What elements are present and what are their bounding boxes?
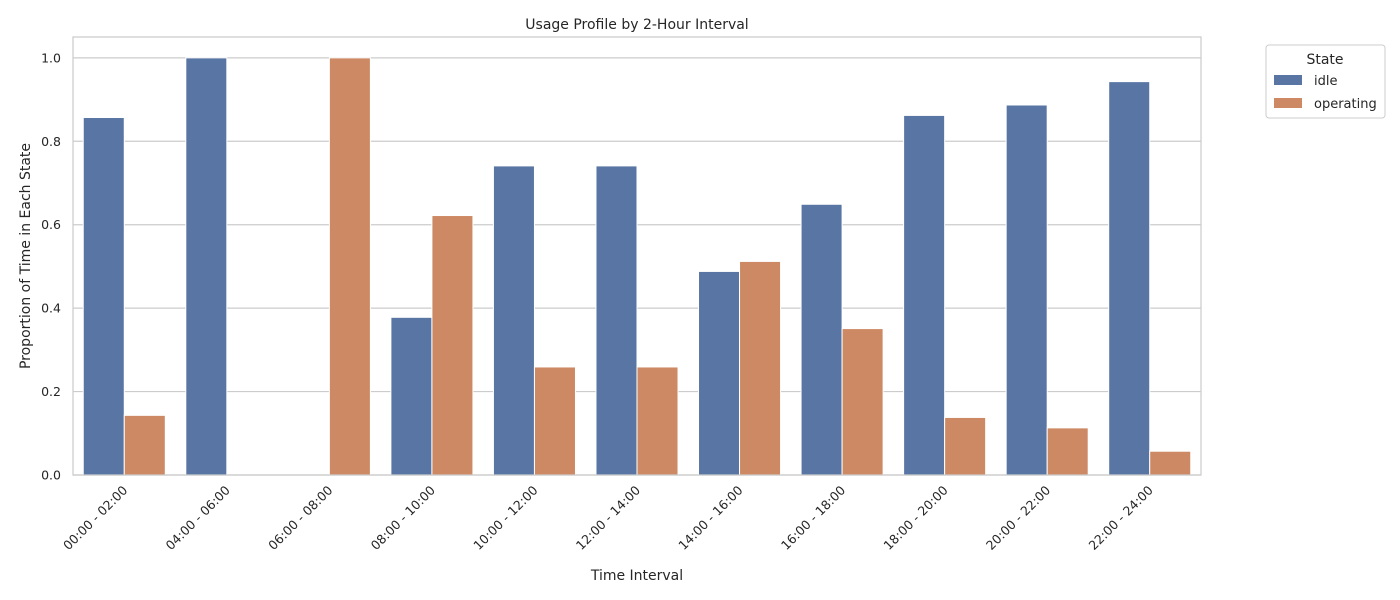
x-tick-label: 18:00 - 20:00 xyxy=(880,482,950,552)
x-tick-label: 00:00 - 02:00 xyxy=(60,482,130,552)
y-tick-label: 0.2 xyxy=(41,384,61,399)
legend-swatch-operating xyxy=(1274,98,1302,108)
x-tick-label: 06:00 - 08:00 xyxy=(265,482,335,552)
bar-operating xyxy=(841,328,884,476)
bar-idle xyxy=(185,57,228,476)
y-axis-label: Proportion of Time in Each State xyxy=(18,143,34,369)
legend-title: State xyxy=(1306,52,1343,68)
x-tick-label: 12:00 - 14:00 xyxy=(573,482,643,552)
x-axis-ticks: 00:00 - 02:00 04:00 - 06:00 06:00 - 08:00 0… xyxy=(60,482,1156,552)
x-tick-label: 04:00 - 06:00 xyxy=(163,482,233,552)
bar-idle xyxy=(800,203,843,476)
bars xyxy=(82,57,1192,476)
bar-idle xyxy=(492,165,535,476)
chart-title: Usage Profile by 2-Hour Interval xyxy=(525,17,748,33)
bar-operating xyxy=(944,416,987,476)
y-tick-label: 0.0 xyxy=(41,468,61,483)
bar-idle xyxy=(82,117,125,476)
bar-operating xyxy=(533,366,576,476)
bar-operating xyxy=(739,260,782,476)
bar-idle xyxy=(390,316,433,476)
x-tick-label: 14:00 - 16:00 xyxy=(675,482,745,552)
y-axis-ticks: 0.0 0.2 0.4 0.6 0.8 1.0 xyxy=(41,50,61,482)
bar-idle xyxy=(595,165,638,476)
x-tick-label: 16:00 - 18:00 xyxy=(778,482,848,552)
y-tick-label: 0.4 xyxy=(41,301,61,316)
bar-operating xyxy=(123,414,166,476)
bar-idle xyxy=(1005,104,1048,476)
x-tick-label: 10:00 - 12:00 xyxy=(470,482,540,552)
legend-swatch-idle xyxy=(1274,75,1302,85)
bar-idle xyxy=(698,270,741,476)
y-tick-label: 1.0 xyxy=(41,50,61,65)
bar-idle xyxy=(903,114,946,476)
legend-label-idle: idle xyxy=(1314,74,1337,89)
y-tick-label: 0.8 xyxy=(41,134,61,149)
plot-frame xyxy=(72,36,1202,476)
x-axis-label: Time Interval xyxy=(590,568,683,584)
x-tick-label: 08:00 - 10:00 xyxy=(368,482,438,552)
bar-operating xyxy=(1149,450,1192,476)
bar-operating xyxy=(431,215,474,476)
bar-operating xyxy=(636,366,679,476)
bar-operating xyxy=(328,57,371,476)
bar-operating xyxy=(1046,427,1089,476)
legend-label-operating: operating xyxy=(1314,97,1377,112)
x-tick-label: 20:00 - 22:00 xyxy=(983,482,1053,552)
legend: State idle operating xyxy=(1265,44,1386,119)
y-tick-label: 0.6 xyxy=(41,217,61,232)
x-tick-label: 22:00 - 24:00 xyxy=(1085,482,1155,552)
bar-idle xyxy=(1108,81,1151,476)
